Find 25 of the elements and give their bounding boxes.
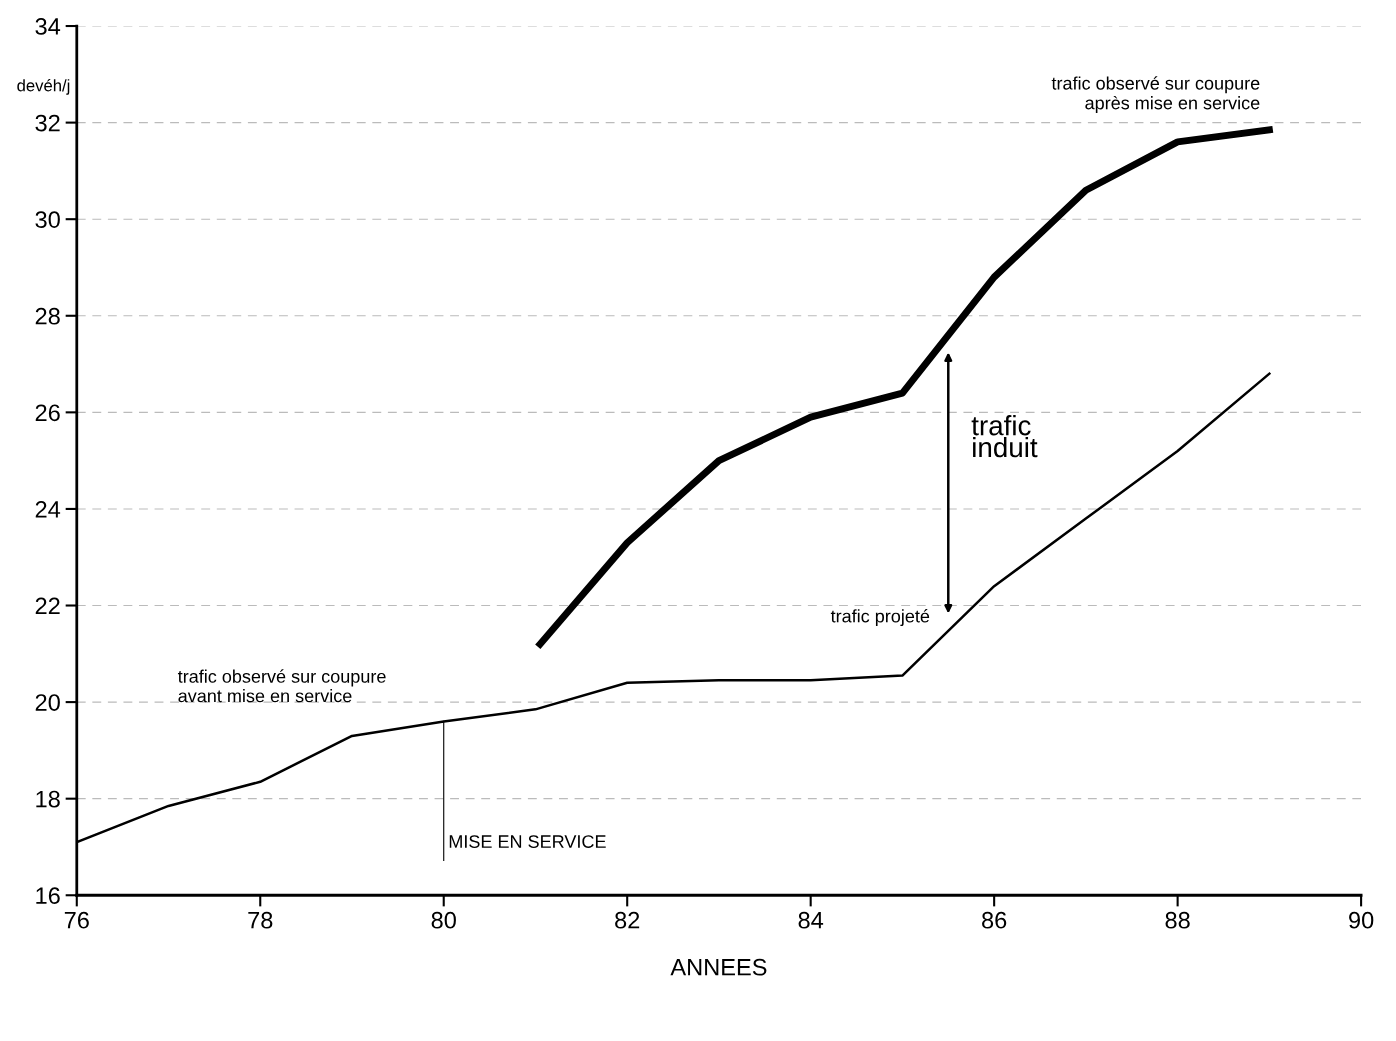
x-tick-label: 86 [982, 911, 1007, 929]
y-tick-label: 22 [35, 597, 60, 615]
annotation: trafic projeté [830, 609, 930, 627]
x-tick-label: 90 [1349, 911, 1374, 929]
y-tick-label: 26 [35, 404, 60, 422]
x-axis-title: ANNEES [670, 958, 767, 976]
y-tick-label: 24 [35, 501, 61, 518]
x-tick-label: 82 [615, 911, 640, 929]
y-tick-label: 16 [36, 887, 60, 905]
y-tick-label: 34 [35, 18, 61, 35]
y-tick-label: 20 [35, 694, 60, 711]
annotation: trafic induit [971, 415, 1038, 458]
x-tick-label: 78 [248, 911, 273, 929]
y-tick-label: 30 [35, 211, 60, 228]
annotation: trafic observé sur coupure avant mise en service [177, 669, 386, 703]
y-tick-label: 32 [35, 114, 60, 132]
ref-line-label: MISE EN SERVICE [449, 835, 606, 848]
series-label: trafic observé sur coupure après mise en service [1051, 76, 1260, 113]
y-tick-label: 28 [35, 307, 60, 325]
y-axis-title: devéh/j [17, 79, 70, 95]
x-tick-label: 84 [798, 911, 824, 929]
x-tick-label: 88 [1165, 911, 1190, 929]
y-tick-label: 18 [36, 790, 60, 808]
x-tick-label: 80 [431, 911, 456, 929]
x-tick-label: 76 [64, 911, 89, 929]
